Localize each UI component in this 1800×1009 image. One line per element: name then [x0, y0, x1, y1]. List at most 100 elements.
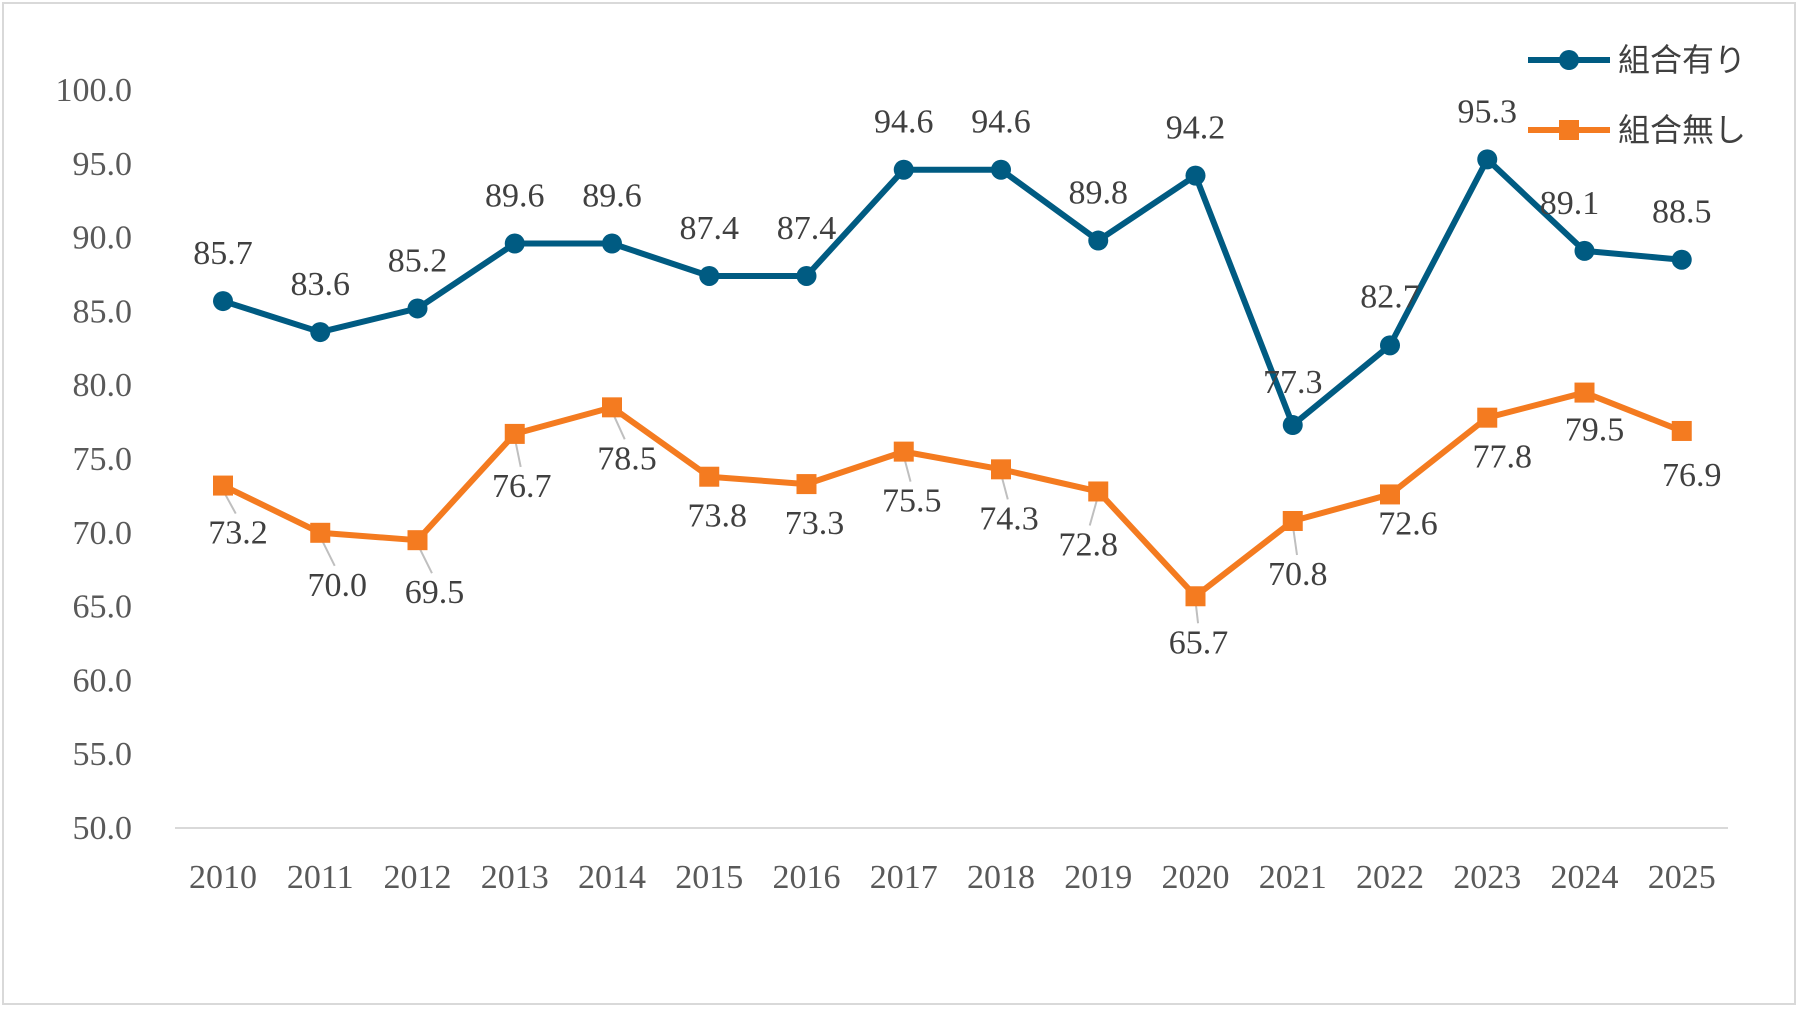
x-tick-label: 2024 [1551, 859, 1619, 896]
data-label: 72.8 [1059, 526, 1119, 563]
data-point [1185, 165, 1206, 186]
leader-line [514, 441, 522, 468]
series-line-2 [220, 389, 1685, 600]
x-tick-label: 2012 [384, 859, 452, 896]
data-point [213, 475, 233, 496]
data-point [1477, 407, 1498, 428]
data-point [407, 530, 428, 551]
y-tick-label: 65.0 [73, 589, 133, 626]
data-label: 73.2 [208, 515, 268, 552]
x-tick-label: 2015 [675, 859, 743, 896]
leader-line [418, 547, 433, 574]
y-tick-label: 100.0 [56, 72, 133, 109]
data-point [1574, 382, 1595, 403]
leader-line [223, 493, 237, 515]
data-point [1671, 420, 1692, 441]
data-label: 76.9 [1662, 457, 1722, 494]
data-label: 87.4 [680, 210, 740, 247]
data-label: 82.7 [1360, 278, 1420, 315]
x-tick-label: 2017 [870, 859, 938, 896]
data-point [893, 441, 914, 462]
data-label: 89.6 [582, 178, 642, 215]
data-point [310, 522, 331, 543]
data-point [602, 233, 622, 254]
data-label: 73.3 [785, 505, 845, 542]
y-tick-label: 60.0 [73, 662, 133, 699]
series-layer [213, 149, 1692, 607]
data-label: 88.5 [1652, 194, 1712, 231]
x-tick-label: 2023 [1453, 859, 1521, 896]
legend-marker-series-2 [1559, 120, 1579, 140]
legend-label-series-2: 組合無し [1618, 111, 1746, 149]
x-tick-label: 2019 [1064, 859, 1132, 896]
y-tick-label: 90.0 [73, 220, 133, 257]
y-tick-label: 80.0 [73, 367, 133, 404]
data-point [1088, 230, 1109, 251]
data-label: 89.8 [1069, 175, 1129, 212]
x-tick-label: 2016 [773, 859, 841, 896]
data-label: 85.2 [388, 242, 448, 279]
y-tick-label: 70.0 [73, 515, 133, 552]
data-point [1282, 415, 1303, 436]
x-tick-label: 2020 [1162, 859, 1230, 896]
data-label: 87.4 [777, 210, 837, 247]
data-point [602, 397, 622, 418]
data-point [1185, 586, 1206, 607]
data-label: 94.2 [1166, 110, 1226, 147]
data-label: 85.7 [193, 235, 253, 272]
data-point [1380, 484, 1400, 505]
x-tick-label: 2025 [1648, 859, 1716, 896]
data-label: 79.5 [1565, 412, 1625, 449]
data-label: 83.6 [291, 266, 351, 303]
y-tick-label: 50.0 [73, 810, 133, 847]
data-label: 76.7 [492, 468, 552, 505]
data-label: 75.5 [882, 483, 942, 520]
data-label: 74.3 [979, 500, 1039, 537]
data-label: 72.6 [1378, 505, 1438, 542]
data-point [504, 423, 525, 444]
leader-line [1292, 528, 1298, 556]
data-point [504, 233, 525, 254]
data-label-layer: 85.7 83.6 85.2 89.6 89.6 87.4 87.4 94.6 94.6 89.8… [193, 93, 1721, 661]
y-tick-label: 95.0 [73, 146, 133, 183]
data-point [1282, 510, 1303, 531]
data-point [1088, 481, 1109, 502]
leader-line [321, 540, 336, 567]
leader-line [612, 414, 626, 440]
data-label: 65.7 [1169, 624, 1229, 661]
data-point [1671, 249, 1692, 270]
leader-line [903, 459, 912, 482]
data-point [1380, 335, 1400, 356]
data-label: 78.5 [597, 440, 657, 477]
x-tick-label: 2013 [481, 859, 549, 896]
data-point [796, 265, 817, 286]
data-point [310, 322, 331, 343]
data-point [213, 291, 233, 312]
x-tick-label: 2022 [1356, 859, 1424, 896]
data-label: 70.8 [1268, 556, 1328, 593]
data-point [893, 159, 914, 180]
x-tick-label: 2011 [287, 859, 354, 896]
leader-line-layer [223, 414, 1298, 624]
data-point [1574, 240, 1595, 261]
data-point [699, 466, 720, 487]
data-label: 73.8 [688, 498, 748, 535]
y-tick-label: 85.0 [73, 293, 133, 330]
x-tick-label: 2014 [578, 859, 646, 896]
data-point [699, 265, 720, 286]
legend-label-series-1: 組合有り [1618, 41, 1746, 79]
data-label: 77.3 [1263, 364, 1323, 401]
data-label: 77.8 [1473, 439, 1533, 476]
x-tick-label: 2021 [1259, 859, 1327, 896]
data-label: 95.3 [1458, 93, 1518, 130]
y-tick-label: 55.0 [73, 736, 133, 773]
data-label: 94.6 [874, 104, 934, 141]
legend-marker-series-1 [1559, 50, 1579, 70]
data-label: 70.0 [308, 567, 368, 604]
legend: 組合有り 組合無し [1528, 41, 1746, 149]
y-tick-label: 75.0 [73, 441, 133, 478]
x-tick-label: 2010 [189, 859, 257, 896]
x-tick-label: 2018 [967, 859, 1035, 896]
data-point [407, 298, 428, 319]
